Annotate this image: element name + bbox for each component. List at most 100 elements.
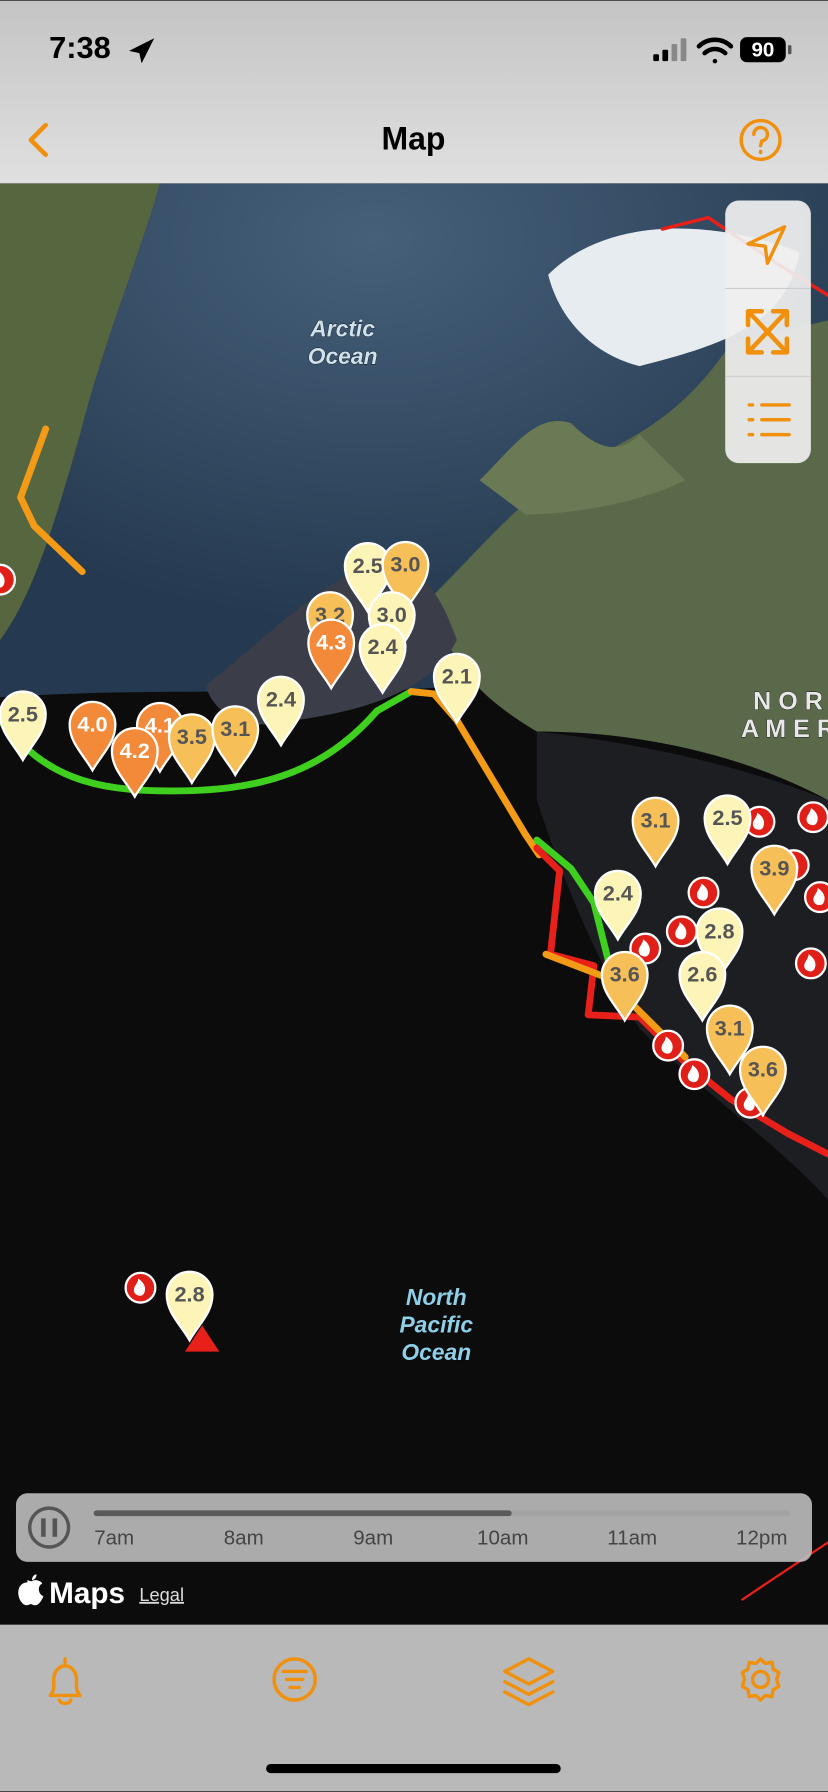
marker-pin [631,796,680,869]
marker-label: 3.1 [640,807,670,832]
quake-marker[interactable]: 2.4 [256,675,305,748]
marker-pin [165,1270,214,1343]
quake-marker[interactable]: 2.5 [703,794,752,867]
settings-glyph [740,1657,781,1702]
page-title: Map [381,121,445,157]
battery-icon [740,37,786,63]
battery-level: 90 [751,38,774,61]
pause-glyph [41,1518,58,1537]
quake-marker[interactable]: 3.1 [631,796,680,869]
timeline-progress [93,1510,512,1517]
quake-markers: 2.5 3.03.2 3.02.44.32.5 4.0 4.14.23.5 3.12.42… [0,540,799,1343]
marker-pin [705,1004,754,1077]
location-arrow [129,38,155,64]
timeline-labels: 7am 8am 9am 10am 11am 12pm [94,1526,787,1549]
marker-pin [358,623,407,696]
marker-label: 2.8 [175,1281,205,1306]
time-label: 11am [607,1526,657,1549]
marker-label: 3.0 [390,552,420,577]
filter-tab[interactable] [272,1657,317,1702]
filter-glyph [281,1669,308,1690]
quake-marker[interactable]: 3.5 [167,713,216,786]
time-label: 8am [224,1526,264,1549]
quake-marker[interactable]: 2.6 [678,950,727,1023]
marker-pin [600,950,649,1023]
map-label: North [406,1284,467,1310]
header-background [0,0,828,184]
back-button[interactable] [28,122,48,158]
flame [675,922,687,940]
flame [696,883,709,901]
map-label: Arctic [309,316,375,342]
marker-pin [0,690,47,763]
marker-pin [703,794,752,867]
quake-marker[interactable]: 3.1 [705,1004,754,1077]
marker-pin [167,713,216,786]
marker-pin [110,727,159,799]
flame [804,954,816,972]
flame [813,888,825,906]
quake-marker[interactable]: 4.0 [68,700,117,773]
marker-label: 3.1 [220,716,250,741]
settings-tab[interactable] [750,1669,771,1690]
quake-marker[interactable]: 2.5 [343,542,392,614]
layers-tab[interactable] [503,1657,555,1707]
map-label: Ocean [308,343,378,369]
alerts-tab[interactable] [48,1657,82,1706]
locate-button[interactable] [746,225,787,266]
marker-label: 2.8 [704,918,734,943]
orange-line [17,425,86,576]
red-line [741,1541,828,1601]
flame [661,1036,673,1054]
flame [687,1065,699,1083]
quake-marker[interactable]: 2.4 [358,623,407,696]
marker-label: 4.3 [316,629,346,654]
quake-marker[interactable]: 4.2 [110,727,159,799]
volcano-icon[interactable] [185,1325,220,1352]
marker-label: 2.5 [8,701,38,726]
maps-logo: Maps [49,1577,125,1610]
red-line [533,844,828,1158]
status-time: 7:38 [49,30,111,65]
marker-label: 2.4 [368,634,398,659]
quake-marker[interactable]: 3.9 [750,844,799,917]
time-label: 7am [94,1526,134,1549]
quake-marker[interactable]: 3.6 [738,1045,787,1118]
quake-marker[interactable]: 2.5 [0,690,47,763]
quake-marker[interactable]: 4.3 [307,618,356,691]
pause-button[interactable] [27,1506,71,1549]
map-label: A M E R [741,715,828,743]
marker-label: 3.6 [748,1056,778,1081]
time-label: 9am [353,1526,393,1549]
orange-line [407,688,543,859]
flame [752,812,765,830]
marker-label: 3.1 [715,1015,745,1040]
legal-link[interactable]: Legal [139,1584,184,1605]
map-label: N O R [753,688,823,716]
marker-label: 2.1 [442,664,472,689]
marker-pin [750,844,799,917]
quake-marker[interactable]: 2.8 [165,1270,214,1343]
apple-logo [18,1574,44,1606]
wifi-icon [696,37,734,64]
marker-label: 3.5 [177,724,207,749]
quake-marker[interactable]: 3.1 [211,705,260,778]
marker-label: 3.9 [759,855,789,880]
help-button[interactable] [739,118,782,162]
time-label: 12pm [736,1526,787,1549]
marker-pin [256,675,305,748]
marker-label: 4.2 [120,738,150,763]
quake-marker[interactable]: 3.6 [600,950,649,1023]
marker-pin [593,869,642,942]
fire-icon[interactable] [0,563,16,596]
marker-pin [678,950,727,1023]
quake-marker[interactable]: 2.1 [432,652,481,725]
marker-pin [307,618,356,691]
fit-button[interactable] [745,308,790,355]
flame [638,939,650,957]
quake-marker[interactable]: 2.4 [593,869,642,942]
list-button[interactable] [747,403,791,437]
map-label: Ocean [401,1339,471,1365]
marker-label: 2.4 [603,881,633,906]
